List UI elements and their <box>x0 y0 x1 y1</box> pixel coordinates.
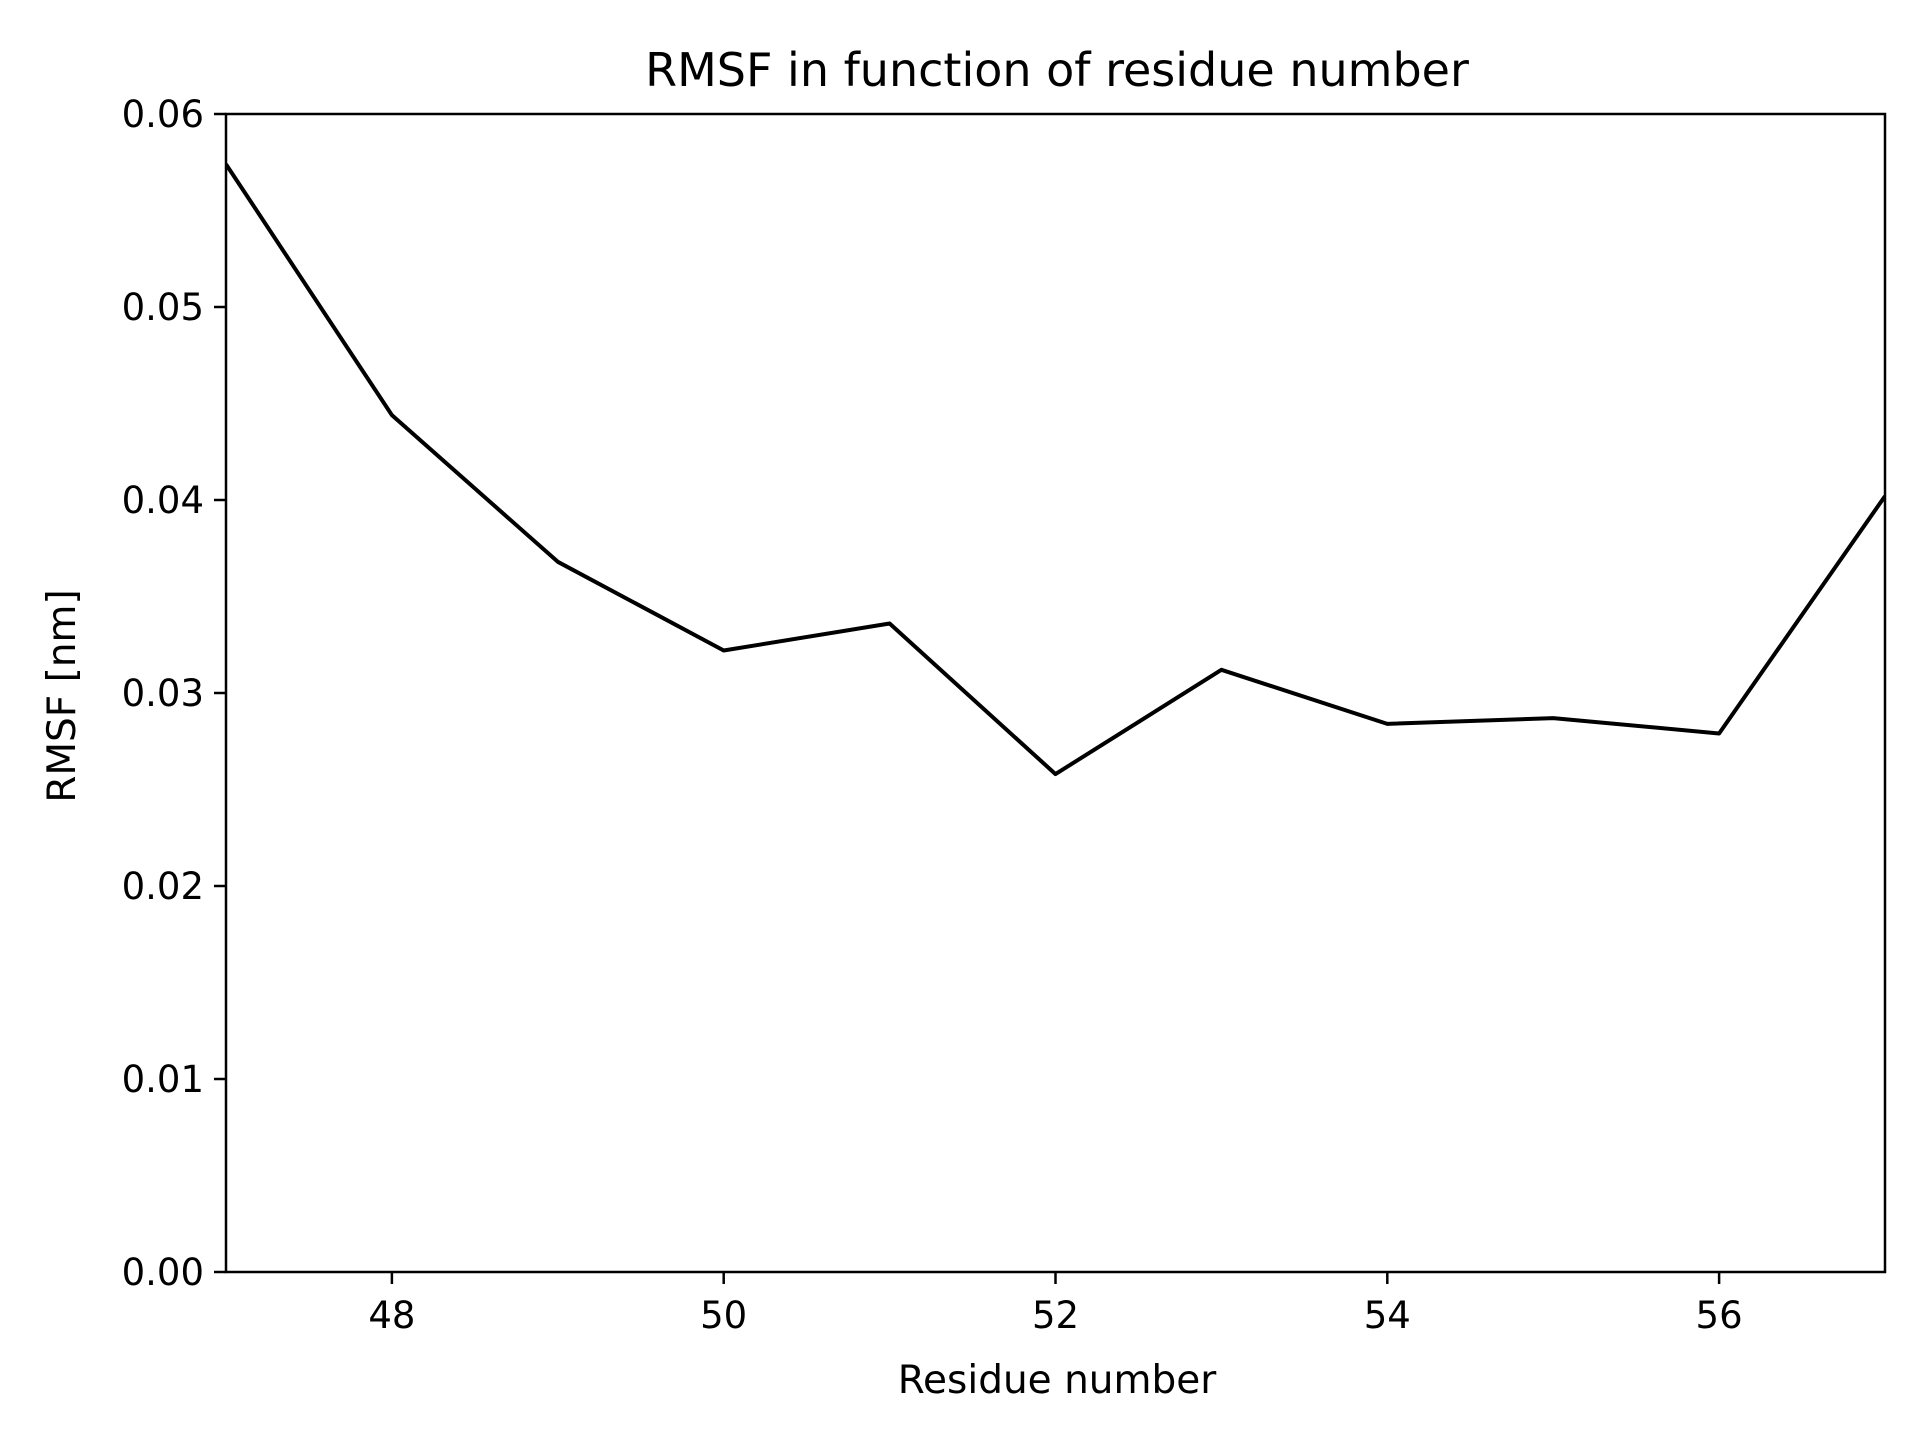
y-tick-label: 0.03 <box>122 672 204 715</box>
x-axis-label: Residue number <box>898 1358 1218 1403</box>
plot-frame <box>226 114 1885 1272</box>
y-tick-label: 0.04 <box>122 479 204 522</box>
y-tick-label: 0.06 <box>122 93 204 136</box>
x-tick-label: 48 <box>368 1294 415 1337</box>
y-tick-label: 0.01 <box>122 1058 204 1101</box>
y-axis-label: RMSF [nm] <box>40 589 85 802</box>
x-tick-label: 56 <box>1696 1294 1743 1337</box>
x-tick-label: 50 <box>700 1294 747 1337</box>
series-line <box>226 164 1885 774</box>
y-tick-label: 0.00 <box>122 1251 204 1294</box>
x-tick-label: 52 <box>1032 1294 1079 1337</box>
y-tick-label: 0.02 <box>122 865 204 908</box>
y-tick-label: 0.05 <box>122 286 204 329</box>
chart-title: RMSF in function of residue number <box>645 43 1469 97</box>
x-tick-label: 54 <box>1364 1294 1411 1337</box>
axes: 48 50 52 54 56 0.00 0.01 0.02 0.03 0.04 0.05 0.06 <box>122 93 1885 1337</box>
plot-area <box>226 164 1885 774</box>
